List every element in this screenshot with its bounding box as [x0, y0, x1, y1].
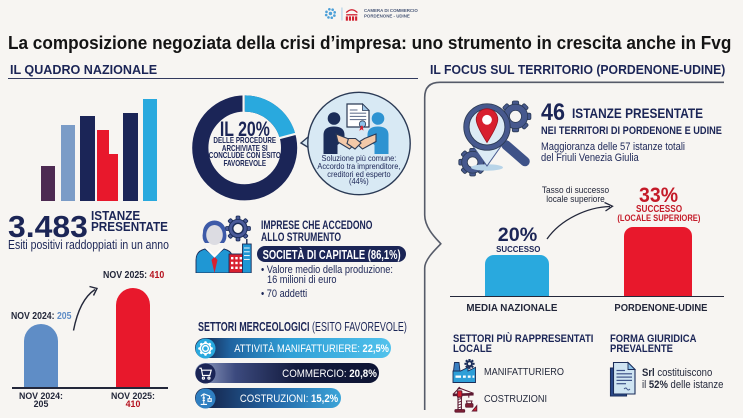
- svg-text:CAMERA DI COMMERCIO: CAMERA DI COMMERCIO: [364, 8, 418, 13]
- svg-text:PORDENONE - UDINE: PORDENONE - UDINE: [364, 14, 410, 19]
